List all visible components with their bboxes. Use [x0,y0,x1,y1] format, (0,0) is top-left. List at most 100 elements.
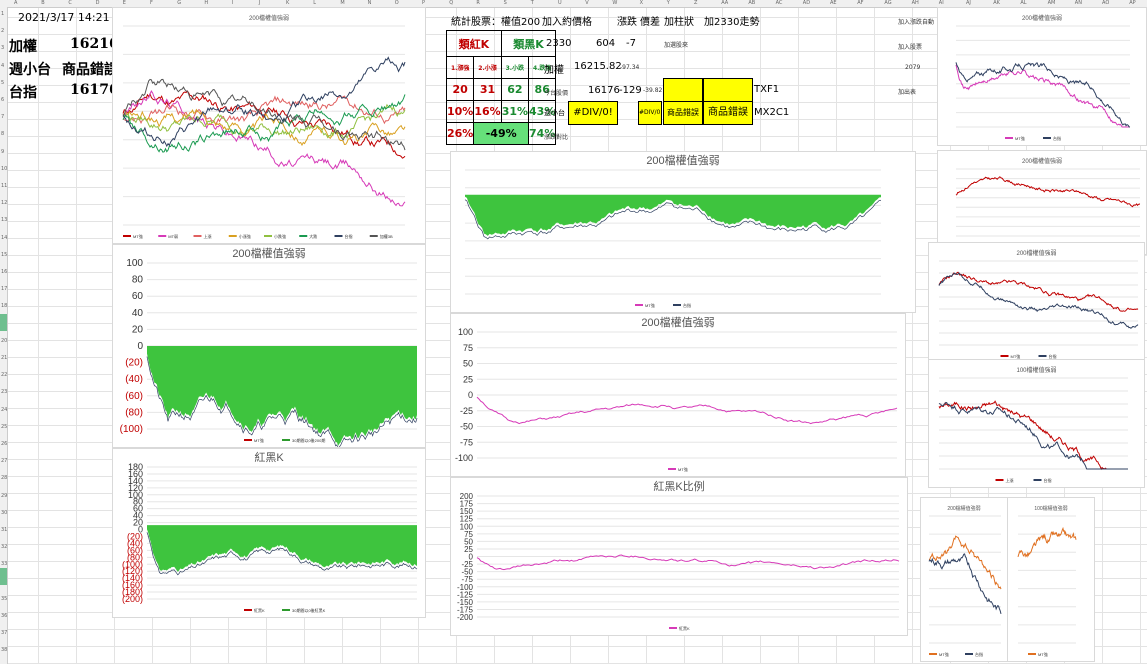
row-number[interactable]: 8 [1,131,5,138]
row-number[interactable]: 25 [1,423,8,430]
stats-pct[interactable]: 43% [528,100,557,123]
column-letter[interactable]: G [177,0,182,6]
row-number[interactable]: 9 [1,148,5,155]
column-letter[interactable]: B [41,0,45,6]
column-letter[interactable]: AK [993,0,1000,6]
quote-header-cell[interactable]: 加入約價格 [542,17,592,28]
column-letter[interactable]: E [122,0,126,6]
column-letter[interactable]: H [204,0,209,6]
quote-row-change[interactable]: -7 [626,38,636,49]
stats-label[interactable]: 2.小漲 [473,56,502,79]
row-number[interactable]: 20 [1,337,8,344]
row-number[interactable]: 17 [1,286,8,293]
row-number[interactable]: 27 [1,458,8,465]
column-letter[interactable]: AL [1020,0,1027,6]
stats-diff[interactable]: -49% [473,122,530,145]
column-header-bar[interactable]: A B C D E F G H I J K L M N O P Q R S T U V W X Y Z AA AB AC AD AE AF AG… [0,0,1147,8]
row-number[interactable]: 15 [1,251,8,258]
row-number[interactable]: 11 [1,183,8,189]
quote-row-code[interactable]: 2330 [546,38,572,49]
chart-right-5[interactable]: 200檔權值強弱 MT強 台指 [920,497,1008,662]
row-number[interactable]: 7 [1,114,5,121]
quote-row-change[interactable]: -129 [619,85,642,96]
row-number[interactable]: 26 [1,441,8,447]
column-letter[interactable]: F [150,0,153,6]
row-number[interactable]: 1 [1,11,5,17]
chart-right-6[interactable]: 100檔權值強弱 MT強 [1007,497,1095,662]
row-number[interactable]: 28 [1,475,8,482]
quote-row-code[interactable]: 週小台 [544,109,565,117]
column-letter[interactable]: Q [449,0,454,6]
column-letter[interactable]: AB [748,0,756,6]
quote-value-cell[interactable]: 商品錯誤 [62,62,112,78]
quote-name-cell[interactable]: 加權 [9,39,37,55]
row-number[interactable]: 5 [1,79,5,86]
column-letter[interactable]: I [231,0,234,6]
quote-row-code[interactable]: 今台股價 [544,90,569,97]
quote-name-cell[interactable]: 台指 [9,85,37,101]
column-letter[interactable]: T [530,0,534,6]
chart-right-1[interactable]: 200檔權值強弱 MT強 台指 [937,7,1147,146]
column-letter[interactable]: AF [857,0,864,6]
row-number[interactable]: 33 [1,561,8,568]
row-number[interactable]: 10 [1,165,8,172]
stats-count[interactable]: 20 [445,78,475,101]
error-cell[interactable]: 商品錯誤 [663,101,703,125]
stats-title-cell[interactable]: 統計股票：權值200 [451,17,541,28]
side-label[interactable]: 加入股票 [898,44,923,51]
quote-name-cell[interactable]: 週小台 [9,62,51,78]
chart-mid-left[interactable]: 200檔權值強弱 100 80 60 40 20 0 (20) (40) (60) (80) (100… [112,244,426,448]
error-cell[interactable]: #DIV/0! [638,101,663,125]
quote-header-cell[interactable]: 價差 [640,17,660,28]
column-letter[interactable]: AC [775,0,783,6]
side-label[interactable]: 加出表 [898,89,917,96]
row-number[interactable]: 29 [1,492,8,499]
row-number[interactable]: 12 [1,200,8,207]
row-number[interactable]: 6 [1,97,5,103]
chart-top-left[interactable]: 200檔權值強弱 MT強 MT弱 上漲 小漲強 小跌強 大跌 台指 加權3B [112,7,426,244]
row-number[interactable]: 23 [1,389,8,396]
timestamp-cell[interactable]: 2021/3/17 14:21 [18,11,110,24]
column-letter[interactable]: D [95,0,100,6]
column-letter[interactable]: Z [694,0,698,6]
column-letter[interactable]: U [558,0,562,6]
column-letter[interactable]: AO [1102,0,1110,6]
row-number[interactable]: 21 [1,355,8,361]
column-letter[interactable]: AJ [966,0,971,6]
column-letter[interactable]: M [340,0,345,6]
error-cell[interactable]: #DIV/0! [568,101,618,125]
column-letter[interactable]: J [258,0,261,6]
quote-row-code[interactable]: 加權 [544,65,564,76]
quote-row-note[interactable]: 加選股來 [664,42,689,49]
column-letter[interactable]: C [68,0,72,6]
column-letter[interactable]: N [367,0,372,6]
black-k-header[interactable]: 類黑K [500,30,557,57]
quote-row-price[interactable]: 604 [596,38,616,49]
quote-header-cell[interactable]: 加柱狀 [664,17,694,28]
stats-pct[interactable]: 16% [473,100,502,123]
yellow-cell[interactable] [703,78,753,102]
row-number[interactable]: 13 [1,217,8,224]
quote-header-cell[interactable]: 加2330走勢 [704,17,760,28]
row-number[interactable]: 16 [1,269,8,275]
quote-row-extra[interactable]: MX2C1 [754,107,790,118]
column-letter[interactable]: AH [911,0,919,6]
column-letter[interactable]: L [313,0,316,6]
row-number[interactable]: 4 [1,62,5,69]
quote-row-price[interactable]: 16176 [588,85,620,96]
row-number[interactable]: 36 [1,613,8,619]
quote-value-cell[interactable]: 16176 [70,82,119,98]
column-letter[interactable]: AP [1129,0,1136,6]
stats-label[interactable]: 1.漲強 [445,56,475,79]
stats-sum-black[interactable]: 74% [528,122,557,145]
row-number[interactable]: 14 [1,234,8,241]
column-letter[interactable]: AN [1074,0,1082,6]
error-cell[interactable]: 商品錯誤 [703,101,753,125]
chart-center-mid[interactable]: 200檔權值強弱 100 75 50 25 0 -25 -50 -75 -100 MT強 [450,313,906,477]
row-number[interactable]: 37 [1,630,8,637]
column-letter[interactable]: Y [666,0,670,6]
stats-foot-label[interactable]: 漲跌對比 [544,134,569,141]
red-k-header[interactable]: 類紅K [446,30,502,57]
column-letter[interactable]: AA [721,0,729,6]
